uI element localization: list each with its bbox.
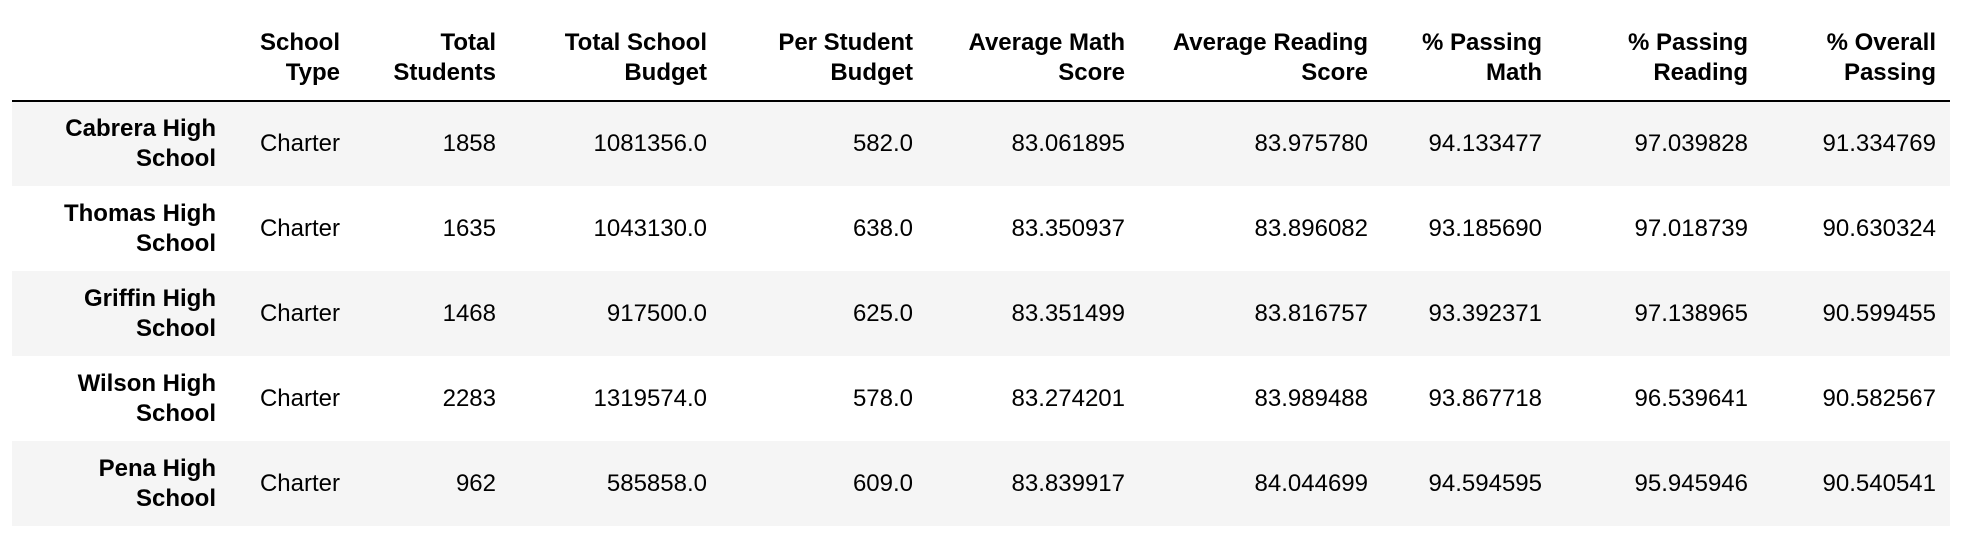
cell-per-student-budget: 625.0 (852, 299, 913, 327)
cell-average-reading-score: 83.989488 (1254, 384, 1368, 412)
school-name-line: Pena High (98, 454, 216, 482)
cell-passing-math: 93.392371 (1428, 299, 1542, 327)
cell-school-type: Charter (259, 469, 340, 497)
column-header-line: Budget (624, 59, 707, 86)
cell-average-math-score: 83.839917 (1011, 469, 1125, 497)
cell-total-students: 2283 (442, 384, 496, 412)
cell-school-type: Charter (259, 299, 340, 327)
cell-average-reading-score: 83.975780 (1254, 130, 1368, 157)
cell-total-students: 1858 (442, 130, 496, 157)
column-header-overall-passing: % Overall Passing (1762, 0, 1950, 102)
cell-passing-math: 93.867718 (1428, 384, 1542, 412)
column-header-passing-reading: % Passing Reading (1556, 0, 1762, 102)
column-header-line: Total (440, 29, 496, 56)
cell-overall-passing: 90.630324 (1822, 214, 1936, 242)
dataframe-output: School Type Total Students Total School … (12, 0, 1950, 526)
cell-total-school-budget: 1081356.0 (593, 130, 707, 157)
cell-per-student-budget: 582.0 (852, 130, 913, 157)
school-name-line: School (135, 484, 216, 512)
cell-passing-math: 94.594595 (1428, 469, 1542, 497)
cell-overall-passing: 90.582567 (1822, 384, 1936, 412)
column-header-line: % Overall (1826, 29, 1936, 56)
school-name-line: School (135, 229, 216, 257)
column-header-line: Budget (830, 59, 913, 86)
table-header: School Type Total Students Total School … (12, 0, 1950, 102)
table-row: Wilson High School Charter 2283 1319574.… (12, 356, 1950, 441)
cell-average-reading-score: 83.896082 (1254, 214, 1368, 242)
school-name-line: School (135, 145, 216, 172)
school-name-line: School (135, 314, 216, 342)
header-row: School Type Total Students Total School … (12, 0, 1950, 102)
table-row: Thomas High School Charter 1635 1043130.… (12, 186, 1950, 271)
school-summary-table: School Type Total Students Total School … (12, 0, 1950, 526)
column-header-line: Reading (1653, 59, 1748, 86)
table-row: Cabrera High School Charter 1858 1081356… (12, 101, 1950, 186)
column-header-line: Students (393, 59, 496, 86)
column-header-line: Average Math (968, 29, 1126, 56)
column-header-school-type: School Type (230, 0, 354, 102)
cell-total-school-budget: 1319574.0 (593, 384, 707, 412)
cell-passing-math: 94.133477 (1428, 130, 1542, 157)
row-index-school-name: Griffin High School (12, 271, 230, 356)
column-header-per-student-budget: Per Student Budget (721, 0, 927, 102)
cell-average-math-score: 83.061895 (1011, 130, 1125, 157)
cell-passing-math: 93.185690 (1428, 214, 1542, 242)
cell-passing-reading: 97.018739 (1634, 214, 1748, 242)
cell-overall-passing: 91.334769 (1822, 130, 1936, 157)
cell-total-school-budget: 585858.0 (606, 469, 707, 497)
column-header-line: Math (1486, 59, 1542, 86)
cell-school-type: Charter (259, 130, 340, 157)
school-name-line: Cabrera High (65, 115, 216, 142)
row-index-school-name: Pena High School (12, 441, 230, 526)
cell-average-reading-score: 84.044699 (1254, 469, 1368, 497)
cell-per-student-budget: 638.0 (852, 214, 913, 242)
cell-per-student-budget: 609.0 (852, 469, 913, 497)
cell-passing-reading: 97.138965 (1634, 299, 1748, 327)
cell-average-reading-score: 83.816757 (1254, 299, 1368, 327)
cell-school-type: Charter (259, 214, 340, 242)
school-name-line: School (135, 399, 216, 427)
column-header-line: Per Student (778, 29, 913, 56)
cell-passing-reading: 97.039828 (1634, 130, 1748, 157)
column-header-average-math-score: Average Math Score (927, 0, 1139, 102)
cell-total-school-budget: 1043130.0 (593, 214, 707, 242)
index-header (12, 0, 230, 102)
column-header-total-school-budget: Total School Budget (510, 0, 721, 102)
column-header-line: Total School (564, 29, 707, 56)
column-header-average-reading-score: Average Reading Score (1139, 0, 1382, 102)
column-header-line: % Passing (1627, 29, 1748, 56)
school-name-line: Wilson High (77, 369, 216, 397)
column-header-line: School (259, 29, 340, 56)
school-name-line: Griffin High (84, 284, 216, 312)
cell-passing-reading: 96.539641 (1634, 384, 1748, 412)
column-header-passing-math: % Passing Math (1382, 0, 1556, 102)
cell-total-school-budget: 917500.0 (606, 299, 707, 327)
cell-passing-reading: 95.945946 (1634, 469, 1748, 497)
row-index-school-name: Wilson High School (12, 356, 230, 441)
table-body: Cabrera High School Charter 1858 1081356… (12, 101, 1950, 526)
cell-total-students: 1635 (442, 214, 496, 242)
column-header-total-students: Total Students (354, 0, 510, 102)
column-header-line: Average Reading (1172, 29, 1368, 56)
table-row: Griffin High School Charter 1468 917500.… (12, 271, 1950, 356)
cell-per-student-budget: 578.0 (852, 384, 913, 412)
column-header-line: Passing (1843, 59, 1936, 86)
cell-average-math-score: 83.274201 (1011, 384, 1125, 412)
cell-overall-passing: 90.540541 (1822, 469, 1936, 497)
column-header-line: Score (1301, 59, 1368, 86)
cell-average-math-score: 83.350937 (1011, 214, 1125, 242)
cell-overall-passing: 90.599455 (1822, 299, 1936, 327)
school-name-line: Thomas High (63, 199, 216, 227)
cell-total-students: 1468 (442, 299, 496, 327)
column-header-line: Type (285, 59, 340, 86)
cell-total-students: 962 (455, 469, 496, 497)
cell-school-type: Charter (259, 384, 340, 412)
row-index-school-name: Cabrera High School (12, 101, 230, 186)
table-row: Pena High School Charter 962 585858.0 60… (12, 441, 1950, 526)
cell-average-math-score: 83.351499 (1011, 299, 1125, 327)
column-header-line: Score (1058, 59, 1125, 86)
column-header-line: % Passing (1421, 29, 1542, 56)
row-index-school-name: Thomas High School (12, 186, 230, 271)
